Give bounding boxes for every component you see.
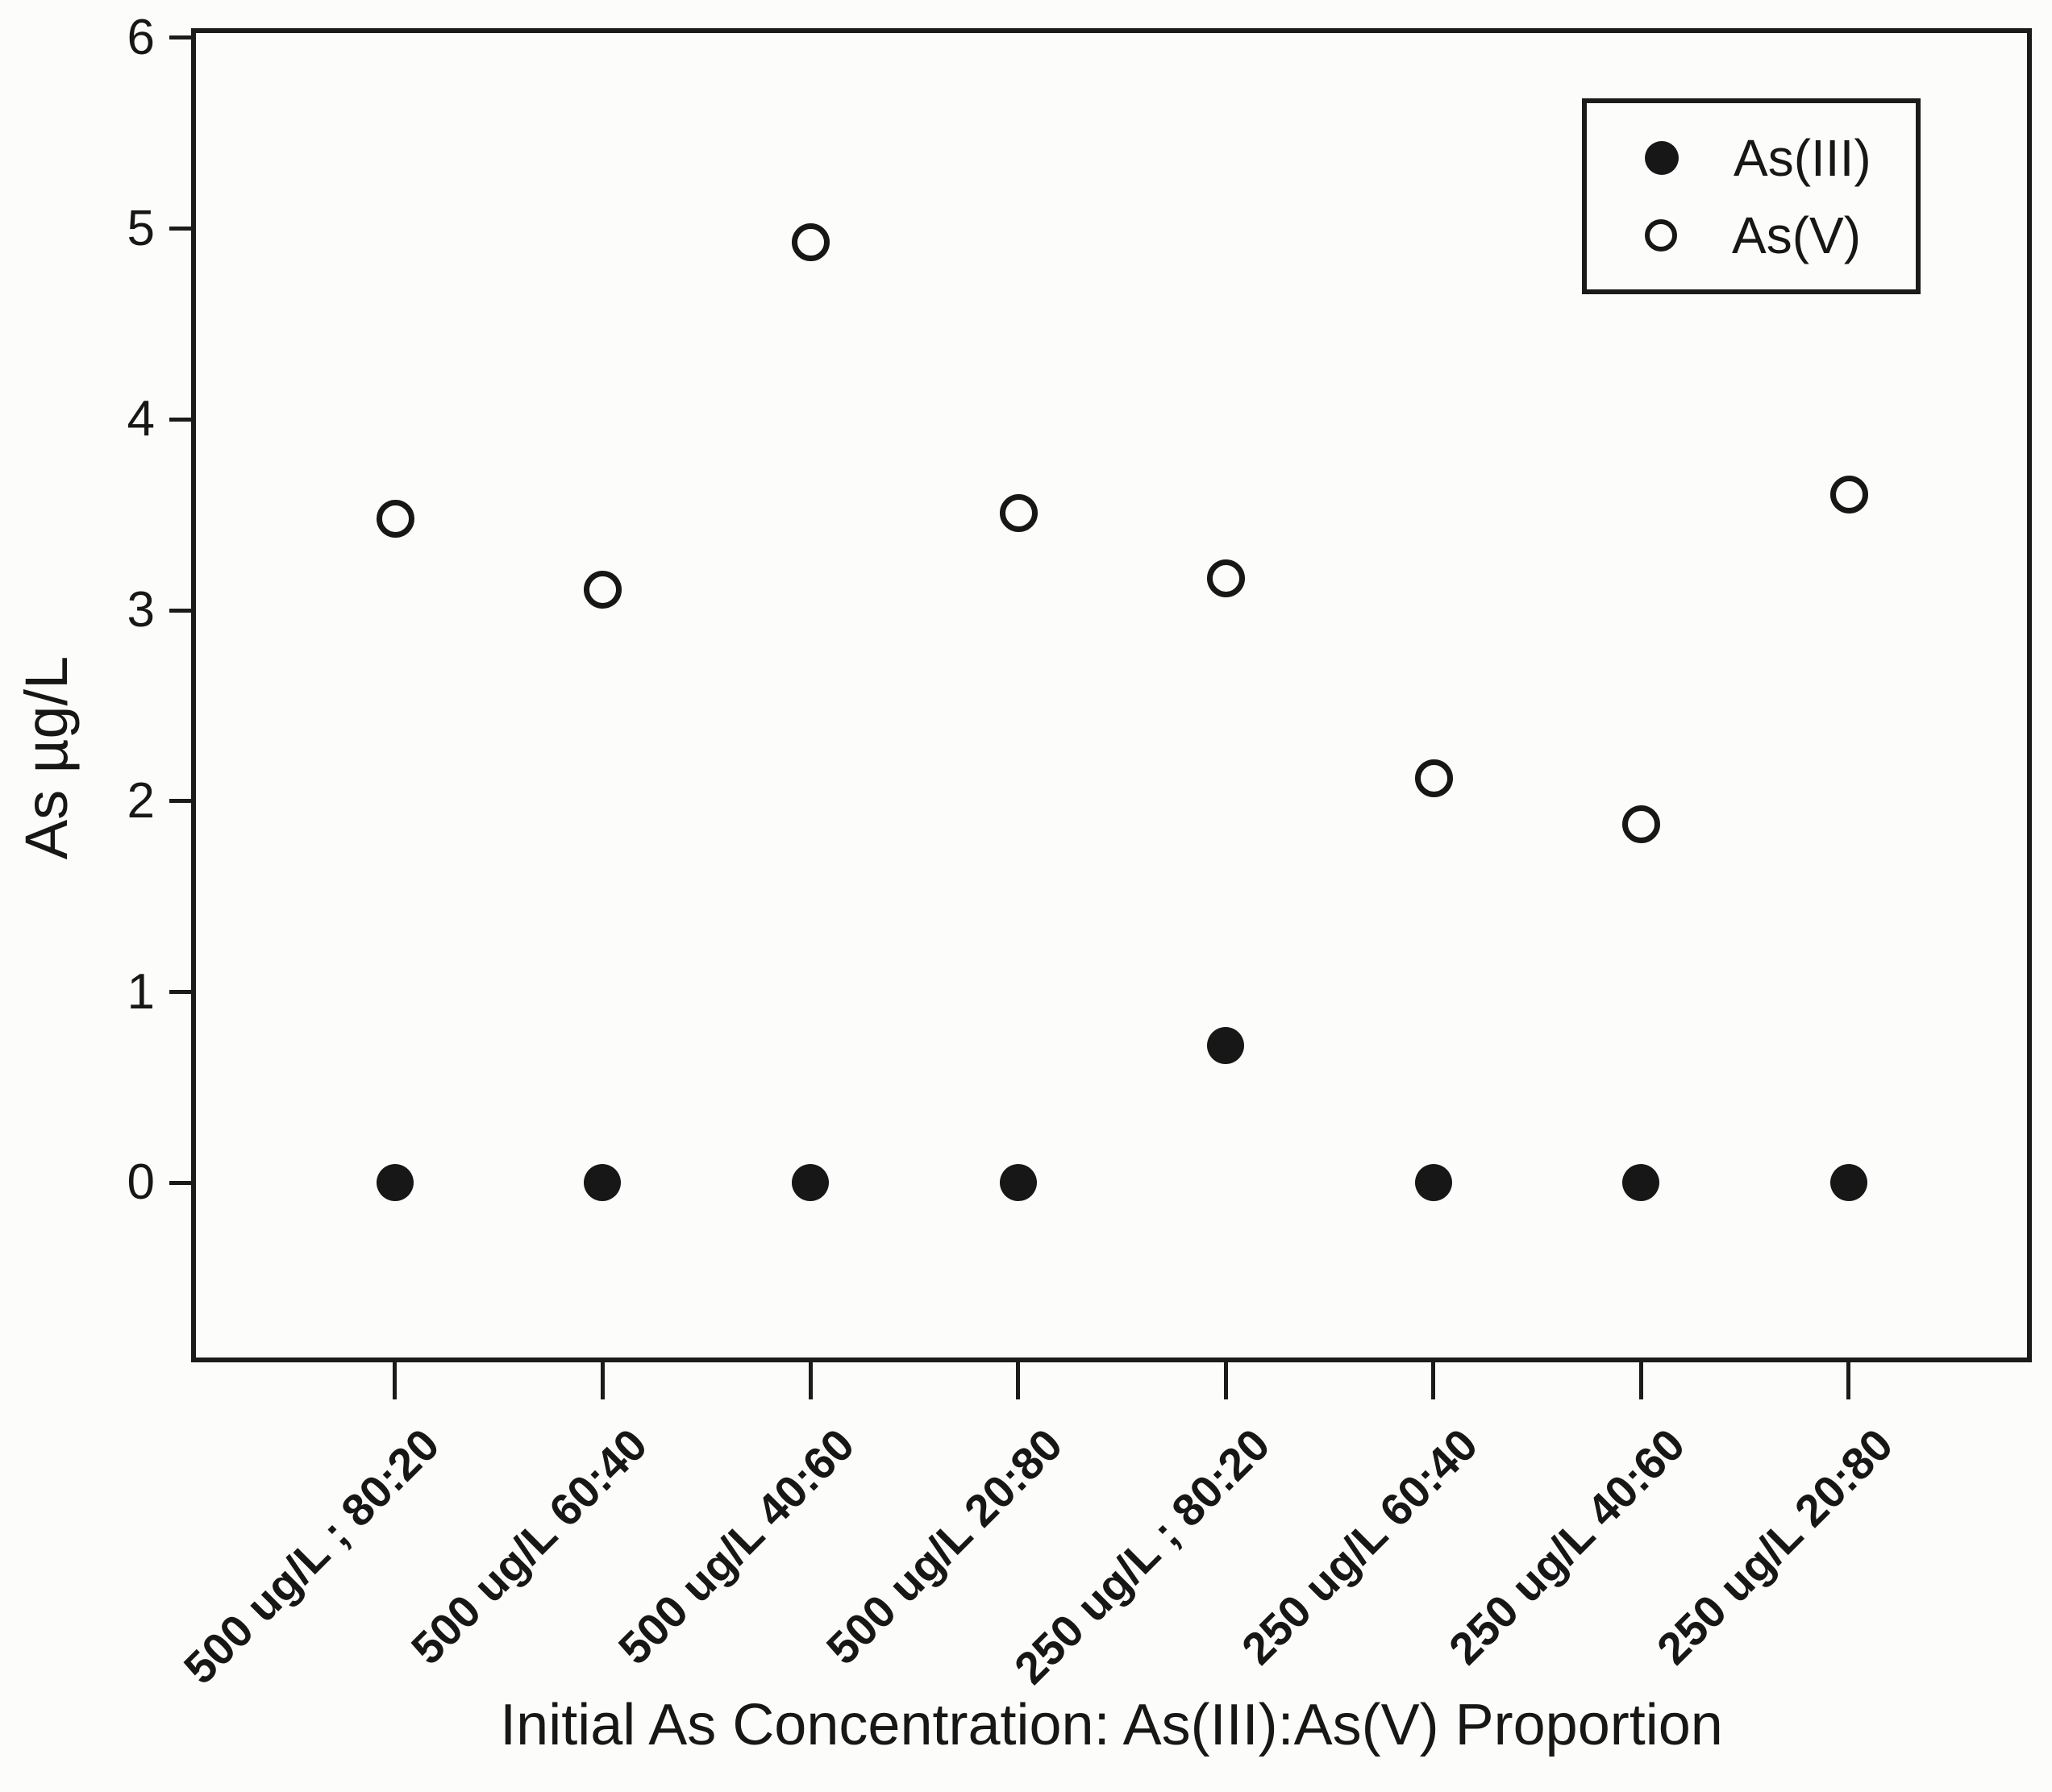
point-asv-1 [376, 500, 414, 538]
y-tick-3 [169, 608, 191, 613]
y-axis-title: As µg/L [13, 655, 80, 860]
point-asiii-8 [1829, 1164, 1867, 1202]
y-tick-label-1: 1 [127, 963, 155, 1020]
point-asv-8 [1829, 475, 1868, 513]
y-tick-5 [169, 227, 191, 231]
y-tick-1 [169, 990, 191, 995]
x-tick-2 [600, 1362, 605, 1399]
open-circle-marker-icon [1645, 218, 1677, 252]
y-tick-label-4: 4 [127, 391, 155, 447]
x-tick-label-1: 500 ug/L ; 80:20 [173, 1418, 449, 1694]
point-asiii-4 [999, 1164, 1037, 1202]
x-tick-4 [1016, 1362, 1021, 1399]
x-tick-5 [1223, 1362, 1228, 1399]
point-asv-5 [1207, 559, 1246, 597]
point-asiii-3 [792, 1164, 829, 1202]
point-asiii-5 [1207, 1026, 1245, 1064]
legend-entry-as3: As(III) [1645, 127, 1916, 189]
y-tick-label-3: 3 [127, 582, 155, 638]
point-asv-2 [584, 571, 622, 609]
point-asv-7 [1622, 805, 1661, 844]
x-tick-3 [808, 1362, 813, 1399]
point-asiii-6 [1414, 1164, 1452, 1202]
point-asv-3 [792, 223, 830, 262]
point-asiii-2 [584, 1164, 622, 1202]
legend-box: As(III) As(V) [1582, 98, 1921, 294]
legend-label-as5: As(V) [1732, 206, 1861, 264]
point-asv-6 [1414, 759, 1453, 798]
point-asiii-7 [1622, 1164, 1660, 1202]
y-tick-2 [169, 799, 191, 804]
point-asiii-1 [376, 1164, 414, 1202]
y-tick-label-5: 5 [127, 200, 155, 256]
x-axis-title: Initial As Concentration: As(III):As(V) … [500, 1693, 1723, 1757]
x-tick-6 [1431, 1362, 1436, 1399]
y-tick-label-0: 0 [127, 1154, 155, 1211]
filled-circle-marker-icon [1645, 140, 1679, 175]
y-tick-label-2: 2 [127, 772, 155, 829]
y-tick-4 [169, 417, 191, 422]
y-tick-label-6: 6 [127, 9, 155, 65]
legend-label-as3: As(III) [1734, 128, 1871, 187]
x-tick-8 [1846, 1362, 1851, 1399]
y-tick-0 [169, 1180, 191, 1185]
x-tick-7 [1638, 1362, 1643, 1399]
point-asv-4 [999, 494, 1038, 533]
x-tick-1 [393, 1362, 397, 1399]
legend-entry-as5: As(V) [1645, 204, 1916, 267]
y-tick-6 [169, 35, 191, 40]
